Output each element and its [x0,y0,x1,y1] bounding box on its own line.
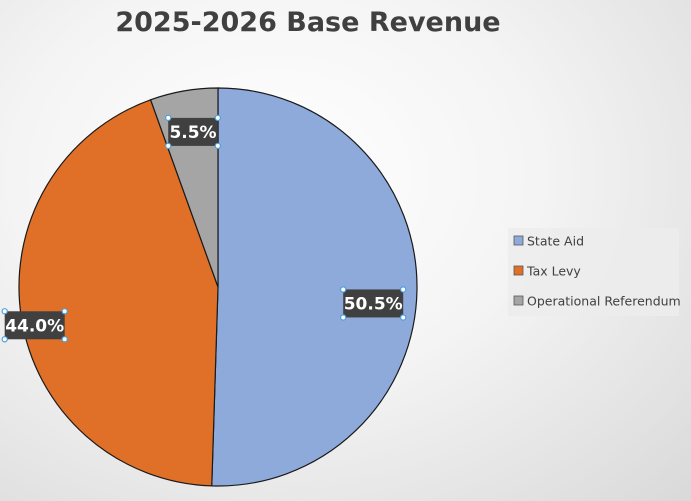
selection-handle[interactable] [165,114,172,122]
legend-label: Tax Levy [526,264,581,279]
selection-handle[interactable] [340,286,347,293]
data-label-box [4,311,65,340]
legend-item-state-aid: State Aid [513,234,584,249]
legend-background [508,228,679,316]
selection-handle[interactable] [1,336,8,343]
selection-handle[interactable] [400,286,407,293]
legend-label: Operational Referendum [527,294,681,309]
data-label-state-aid: 50.5% [340,286,407,321]
data-label-box [343,289,404,318]
data-label-text: 44.0% [5,316,64,336]
legend-label: State Aid [527,234,584,249]
pie-slice-state-aid [211,87,418,487]
data-label-operational-referendum: 5.5% [165,114,222,150]
legend: State Aid Tax Levy Operational Referendum [508,228,681,316]
chart-title: 2025-2026 Base Revenue [115,7,500,38]
legend-item-operational-referendum: Operational Referendum [513,294,681,309]
pie-slices [18,87,418,487]
selection-handle[interactable] [214,114,222,122]
selection-handle[interactable] [61,308,68,315]
selection-handle[interactable] [340,314,347,321]
data-label-tax-levy: 44.0% [1,308,68,343]
legend-swatch [513,295,524,306]
selection-handle[interactable] [214,142,222,150]
data-label-text: 50.5% [344,294,403,314]
data-label-text: 5.5% [169,123,216,143]
legend-item-tax-levy: Tax Levy [513,264,581,279]
selection-handle[interactable] [400,314,407,321]
selection-handle[interactable] [1,308,8,315]
selection-handle[interactable] [165,142,172,150]
legend-swatch [513,235,524,246]
data-label-box [168,117,218,146]
legend-swatch [513,265,524,276]
data-labels: 50.5% 44.0% 5.5% [1,114,407,343]
selection-handle[interactable] [61,336,68,343]
